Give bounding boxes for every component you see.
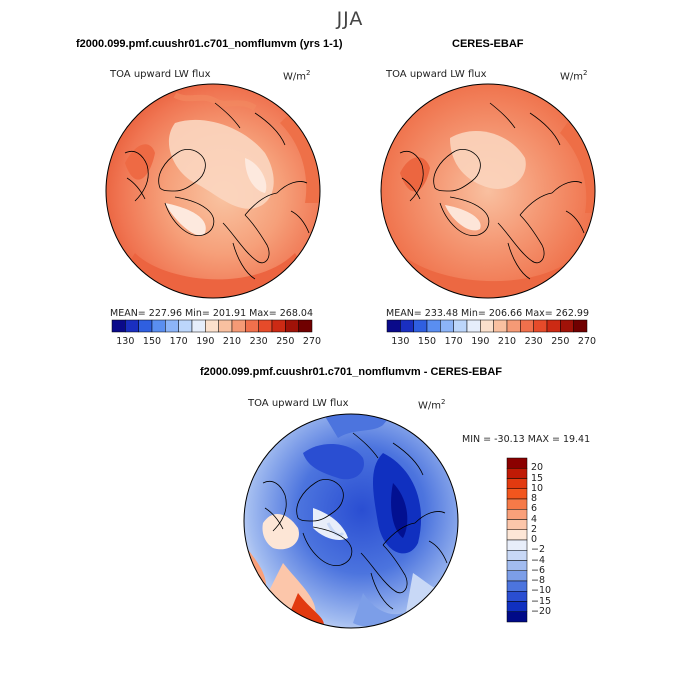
colorbar-swatch	[506, 560, 528, 571]
colorbar-swatch	[493, 319, 508, 333]
colorbar-tick-label: 170	[444, 336, 463, 347]
colorbar-tick-label: 10	[531, 482, 544, 494]
colorbar-tick-label: 2	[531, 523, 538, 535]
colorbar-swatch	[151, 319, 166, 333]
colorbar-swatch	[165, 319, 179, 333]
colorbar-tick-label: 190	[471, 336, 490, 347]
colorbar-swatch	[138, 319, 153, 333]
diff-colorbar-ticks: 20 15 10 8 6 4 2 0 −2 −4 −6 −8 −10 −15 −20	[531, 458, 571, 622]
colorbar-tick-label: 150	[417, 336, 437, 347]
obs-polar-map	[380, 83, 596, 299]
colorbar-tick-label: 20	[531, 462, 544, 474]
colorbar-tick-label: 8	[531, 493, 538, 504]
colorbar-tick-label: 230	[524, 336, 543, 347]
colorbar-swatch	[546, 319, 561, 333]
obs-stats-text: MEAN= 233.48 Min= 206.66 Max= 262.99	[386, 308, 590, 319]
model-panel-title: f2000.099.pmf.cuushr01.c701_nomflumvm (y…	[76, 38, 343, 50]
obs-panel-title: CERES-EBAF	[452, 38, 524, 50]
colorbar-swatch	[178, 319, 193, 333]
colorbar-swatch	[506, 570, 528, 582]
obs-units-label: W/m2	[560, 69, 588, 83]
colorbar-swatch	[506, 539, 528, 551]
diff-minmax-text: MIN = -30.13 MAX = 19.41	[462, 434, 591, 445]
diff-colorbar	[506, 457, 528, 623]
colorbar-swatch	[520, 319, 534, 333]
colorbar-swatch	[506, 580, 528, 592]
diff-polar-map	[243, 413, 459, 629]
colorbar-swatch	[506, 468, 528, 479]
colorbar-swatch	[111, 319, 126, 333]
colorbar-tick-label: −8	[531, 575, 546, 586]
colorbar-tick-label: 130	[391, 336, 410, 347]
obs-colorbar-ticks: 130 150 170 190 210 230 250 270	[387, 336, 596, 348]
colorbar-swatch	[298, 319, 313, 333]
colorbar-swatch	[400, 319, 414, 333]
colorbar-tick-label: 250	[551, 336, 570, 347]
colorbar-tick-label: 230	[249, 336, 268, 347]
colorbar-swatch	[506, 457, 528, 469]
diff-variable-label: TOA upward LW flux	[248, 398, 349, 409]
colorbar-swatch	[506, 529, 528, 541]
colorbar-tick-label: 210	[497, 336, 517, 347]
colorbar-tick-label: 250	[276, 336, 295, 347]
colorbar-swatch	[466, 319, 481, 333]
colorbar-swatch	[506, 478, 528, 489]
colorbar-swatch	[506, 601, 528, 612]
colorbar-tick-label: −10	[531, 585, 552, 597]
obs-colorbar	[386, 319, 588, 333]
colorbar-swatch	[413, 319, 428, 333]
colorbar-swatch	[285, 319, 299, 333]
colorbar-tick-label: −6	[531, 564, 546, 576]
model-polar-map	[105, 83, 321, 299]
colorbar-tick-label: 270	[577, 336, 597, 347]
colorbar-tick-label: 0	[531, 534, 538, 545]
colorbar-swatch	[205, 319, 219, 333]
colorbar-tick-label: 170	[169, 336, 188, 347]
colorbar-swatch	[231, 319, 246, 333]
colorbar-swatch	[453, 319, 468, 333]
obs-variable-label: TOA upward LW flux	[386, 69, 487, 80]
model-variable-label: TOA upward LW flux	[110, 69, 211, 80]
colorbar-tick-label: 15	[531, 472, 544, 484]
colorbar-swatch	[506, 550, 528, 561]
colorbar-swatch	[506, 591, 528, 602]
colorbar-swatch	[506, 519, 528, 530]
colorbar-swatch	[506, 509, 528, 520]
colorbar-swatch	[506, 611, 528, 623]
model-units-label: W/m2	[283, 69, 311, 83]
colorbar-swatch	[426, 319, 441, 333]
colorbar-swatch	[480, 319, 494, 333]
colorbar-tick-label: 210	[222, 336, 242, 347]
colorbar-tick-label: 270	[302, 336, 322, 347]
model-stats-text: MEAN= 227.96 Min= 201.91 Max= 268.04	[110, 308, 314, 319]
colorbar-tick-label: 6	[531, 503, 538, 515]
colorbar-tick-label: 150	[142, 336, 162, 347]
colorbar-tick-label: −2	[531, 544, 546, 556]
colorbar-swatch	[506, 498, 528, 510]
colorbar-swatch	[271, 319, 286, 333]
diff-panel-title: f2000.099.pmf.cuushr01.c701_nomflumvm - …	[200, 366, 502, 378]
colorbar-tick-label: −15	[531, 595, 552, 607]
model-colorbar	[111, 319, 313, 333]
colorbar-swatch	[506, 488, 528, 500]
diff-units-label: W/m2	[418, 398, 446, 412]
season-title: JJA	[336, 8, 364, 30]
colorbar-swatch	[218, 319, 233, 333]
colorbar-tick-label: −20	[531, 605, 552, 617]
colorbar-tick-label: 4	[531, 513, 538, 525]
colorbar-swatch	[125, 319, 139, 333]
colorbar-swatch	[386, 319, 401, 333]
colorbar-swatch	[440, 319, 454, 333]
colorbar-swatch	[245, 319, 259, 333]
colorbar-swatch	[533, 319, 548, 333]
model-colorbar-ticks: 130 150 170 190 210 230 250 270	[112, 336, 321, 348]
colorbar-swatch	[258, 319, 273, 333]
colorbar-tick-label: 130	[116, 336, 135, 347]
colorbar-swatch	[560, 319, 574, 333]
colorbar-swatch	[573, 319, 588, 333]
colorbar-tick-label: 190	[196, 336, 215, 347]
colorbar-tick-label: −4	[531, 554, 546, 566]
colorbar-swatch	[506, 319, 521, 333]
colorbar-swatch	[191, 319, 206, 333]
